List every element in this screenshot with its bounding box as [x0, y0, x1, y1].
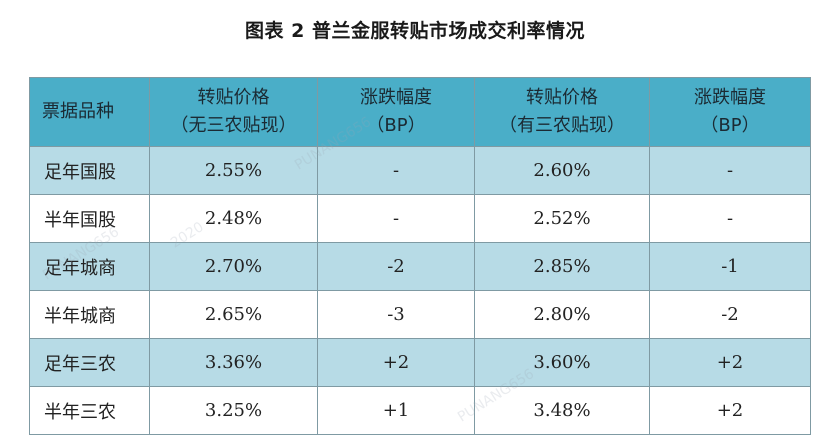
header-price-no-agri-line2: （无三农贴现）	[170, 115, 297, 136]
price-no-agri-cell: 2.70%	[149, 242, 318, 291]
header-price-with-agri-line2: （有三农贴现）	[499, 115, 625, 136]
table-row: 足年城商 2.70% -2 2.85% -1	[29, 242, 811, 291]
change-cell: -2	[317, 242, 475, 291]
header-change-2-line1: 涨跌幅度	[694, 87, 766, 108]
header-price-no-agri: 转贴价格 （无三农贴现）	[149, 77, 318, 147]
price-with-agri-cell: 2.52%	[474, 194, 650, 243]
header-change-2-line2: （BP）	[700, 115, 760, 136]
header-bill-type-label: 票据品种	[42, 101, 114, 122]
bill-type-cell: 足年城商	[29, 242, 150, 291]
header-change-1-line1: 涨跌幅度	[360, 87, 432, 108]
table-row: 半年国股 2.48% - 2.52% -	[29, 194, 811, 243]
price-no-agri-cell: 3.36%	[149, 338, 318, 387]
bill-type-cell: 半年国股	[29, 194, 150, 243]
table-row: 足年国股 2.55% - 2.60% -	[29, 146, 811, 195]
price-with-agri-cell: 2.85%	[474, 242, 650, 291]
header-change-1: 涨跌幅度 （BP）	[317, 77, 475, 147]
price-with-agri-cell: 3.60%	[474, 338, 650, 387]
price-with-agri-cell: 3.48%	[474, 386, 650, 435]
change-cell: -	[649, 146, 811, 195]
table-row: 半年城商 2.65% -3 2.80% -2	[29, 290, 811, 339]
bill-type-cell: 半年城商	[29, 290, 150, 339]
header-bill-type: 票据品种	[29, 77, 150, 147]
change-cell: -3	[317, 290, 475, 339]
price-no-agri-cell: 3.25%	[149, 386, 318, 435]
price-with-agri-cell: 2.60%	[474, 146, 650, 195]
header-price-with-agri-line1: 转贴价格	[526, 87, 598, 108]
header-price-no-agri-line1: 转贴价格	[197, 87, 270, 108]
change-cell: -2	[649, 290, 811, 339]
header-price-with-agri: 转贴价格 （有三农贴现）	[474, 77, 650, 147]
rate-table: 票据品种 转贴价格 （无三农贴现） 涨跌幅度 （BP） 转贴价格 （有三农贴现） 涨跌…	[29, 77, 811, 435]
change-cell: -	[317, 194, 475, 243]
change-cell: -	[649, 194, 811, 243]
table-row: 足年三农 3.36% +2 3.60% +2	[29, 338, 811, 387]
change-cell: +2	[649, 338, 811, 387]
bill-type-cell: 半年三农	[29, 386, 150, 435]
price-with-agri-cell: 2.80%	[474, 290, 650, 339]
header-change-2: 涨跌幅度 （BP）	[649, 77, 811, 147]
price-no-agri-cell: 2.65%	[149, 290, 318, 339]
change-cell: -	[317, 146, 475, 195]
bill-type-cell: 足年三农	[29, 338, 150, 387]
change-cell: +2	[317, 338, 475, 387]
change-cell: +1	[317, 386, 475, 435]
change-cell: -1	[649, 242, 811, 291]
price-no-agri-cell: 2.48%	[149, 194, 318, 243]
price-no-agri-cell: 2.55%	[149, 146, 318, 195]
table-row: 半年三农 3.25% +1 3.48% +2	[29, 386, 811, 435]
header-row: 票据品种 转贴价格 （无三农贴现） 涨跌幅度 （BP） 转贴价格 （有三农贴现） 涨跌…	[29, 77, 811, 147]
header-change-1-line2: （BP）	[366, 115, 426, 136]
change-cell: +2	[649, 386, 811, 435]
bill-type-cell: 足年国股	[29, 146, 150, 195]
page-title: 图表 2 普兰金服转贴市场成交利率情况	[245, 20, 585, 42]
